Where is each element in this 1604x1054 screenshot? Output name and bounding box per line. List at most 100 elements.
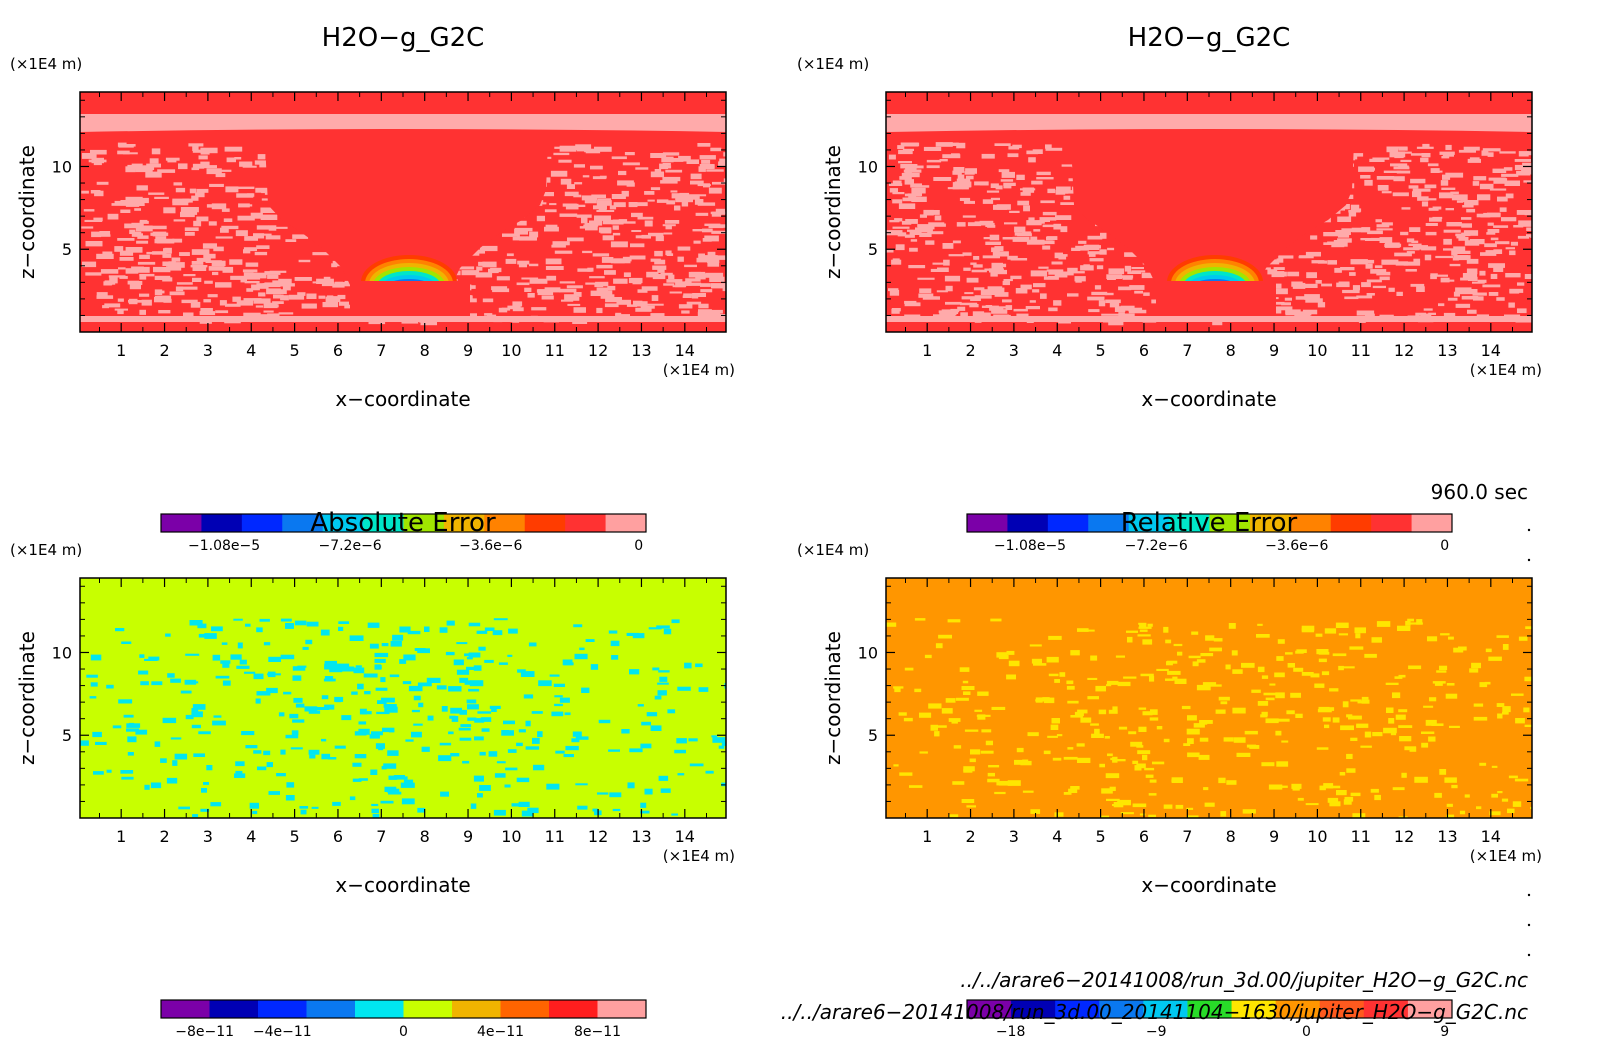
- speckle-cell: [986, 190, 1000, 193]
- speckle-cell: [477, 711, 492, 714]
- speckle-cell: [682, 295, 692, 298]
- speckle-cell: [489, 705, 501, 709]
- speckle-cell: [897, 145, 905, 149]
- speckle-cell: [1502, 644, 1509, 650]
- speckle-cell: [1327, 797, 1339, 803]
- speckle-cell: [596, 210, 615, 212]
- colorbar-swatch: [1143, 1000, 1188, 1018]
- speckle-cell: [1134, 765, 1142, 771]
- speckle-cell: [1048, 673, 1059, 677]
- speckle-cell: [654, 250, 663, 257]
- colorbar: −8e−11 −4e−11 0 4e−11 8e−11: [160, 999, 647, 1040]
- speckle-cell: [629, 255, 646, 260]
- speckle-cell: [630, 243, 645, 248]
- speckle-cell: [1343, 799, 1352, 805]
- speckle-cell: [1047, 735, 1058, 738]
- speckle-cell: [584, 197, 597, 204]
- speckle-cell: [1429, 217, 1442, 222]
- speckle-cell: [305, 639, 313, 645]
- speckle-cell: [617, 180, 634, 186]
- speckle-cell: [1129, 285, 1145, 290]
- speckle-cell: [527, 293, 535, 298]
- light-band: [80, 114, 726, 132]
- speckle-cell: [698, 166, 706, 172]
- speckle-cell: [963, 267, 971, 271]
- speckle-cell: [192, 163, 205, 169]
- speckle-cell: [592, 253, 610, 257]
- speckle-cell: [449, 715, 456, 719]
- speckle-cell: [114, 308, 128, 311]
- speckle-cell: [1350, 699, 1362, 702]
- speckle-cell: [266, 762, 273, 768]
- speckle-cell: [1220, 701, 1228, 705]
- speckle-cell: [417, 807, 426, 813]
- speckle-cell: [1025, 306, 1040, 310]
- speckle-cell: [1376, 621, 1391, 627]
- speckle-cell: [184, 681, 199, 684]
- speckle-cell: [306, 621, 319, 627]
- cap-base: [1156, 281, 1276, 316]
- speckle-cell: [928, 223, 946, 227]
- speckle-cell: [220, 660, 231, 664]
- speckle-cell: [644, 191, 655, 195]
- speckle-cell: [678, 155, 691, 162]
- speckle-cell: [1408, 622, 1423, 625]
- speckle-cell: [1068, 178, 1075, 182]
- speckle-cell: [151, 225, 167, 230]
- speckle-cell: [1054, 812, 1064, 817]
- speckle-cell: [1059, 190, 1075, 194]
- speckle-cell: [998, 169, 1010, 173]
- speckle-cell: [706, 309, 723, 314]
- speckle-cell: [191, 249, 210, 255]
- speckle-cell: [918, 293, 934, 298]
- speckle-cell: [370, 769, 378, 775]
- speckle-cell: [1057, 271, 1074, 276]
- speckle-cell: [215, 173, 226, 178]
- speckle-cell: [1350, 259, 1368, 265]
- speckle-cell: [1424, 184, 1437, 189]
- speckle-cell: [493, 618, 508, 621]
- speckle-cell: [1372, 732, 1383, 737]
- speckle-cell: [1395, 261, 1408, 266]
- speckle-cell: [657, 267, 665, 273]
- speckle-cell: [516, 777, 530, 783]
- speckle-cell: [391, 704, 397, 710]
- speckle-cell: [637, 216, 654, 220]
- speckle-cell: [352, 762, 362, 767]
- speckle-cell: [1421, 731, 1435, 734]
- colorbar-swatch: [1047, 514, 1089, 532]
- speckle-cell: [206, 765, 213, 771]
- speckle-cell: [991, 706, 1006, 710]
- speckle-cell: [909, 785, 923, 788]
- speckle-cell: [427, 715, 434, 721]
- x-tick-label: 1: [116, 341, 126, 360]
- speckle-cell: [1126, 630, 1138, 633]
- speckle-cell: [1196, 659, 1206, 663]
- speckle-cell: [215, 282, 232, 288]
- speckle-cell: [596, 264, 613, 269]
- x-tick-label: 5: [290, 341, 300, 360]
- speckle-cell: [1493, 249, 1503, 254]
- speckle-cell: [215, 310, 229, 314]
- colorbar-swatch: [484, 514, 526, 532]
- speckle-cell: [241, 731, 255, 736]
- speckle-cell: [1443, 229, 1461, 233]
- speckle-cell: [185, 714, 194, 720]
- light-band: [886, 114, 1532, 132]
- speckle-cell: [1477, 194, 1491, 201]
- speckle-cell: [233, 618, 243, 621]
- speckle-cell: [1524, 724, 1532, 727]
- speckle-cell: [1355, 633, 1361, 639]
- speckle-cell: [577, 805, 588, 810]
- speckle-cell: [1035, 697, 1043, 703]
- speckle-cell: [627, 782, 635, 789]
- speckle-cell: [985, 223, 994, 227]
- speckle-cell: [898, 161, 912, 164]
- speckle-cell: [1406, 251, 1415, 254]
- speckle-cell: [640, 743, 652, 749]
- speckle-cell: [554, 146, 565, 149]
- speckle-cell: [1328, 785, 1341, 789]
- speckle-cell: [1007, 255, 1018, 260]
- speckle-cell: [959, 197, 971, 201]
